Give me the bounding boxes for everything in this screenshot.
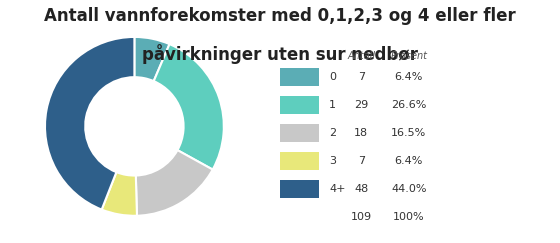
Text: 3: 3 [329,156,336,166]
Text: 29: 29 [354,100,368,110]
Text: 2: 2 [329,128,337,138]
Text: Prosent: Prosent [390,51,427,61]
Text: 6.4%: 6.4% [395,72,423,82]
Text: 16.5%: 16.5% [391,128,426,138]
Text: 6.4%: 6.4% [395,156,423,166]
Text: Antall vannforekomster med 0,1,2,3 og 4 eller fler: Antall vannforekomster med 0,1,2,3 og 4 … [44,7,516,25]
Wedge shape [134,37,170,81]
Text: 7: 7 [358,156,365,166]
Text: 7: 7 [358,72,365,82]
Text: 4+: 4+ [329,184,346,194]
Wedge shape [153,44,224,170]
Wedge shape [102,172,137,216]
Text: 109: 109 [351,212,372,222]
Wedge shape [45,37,134,209]
Wedge shape [136,150,213,216]
Text: 44.0%: 44.0% [391,184,427,194]
Text: 18: 18 [354,128,368,138]
Text: påvirkninger uten sur nedbør: påvirkninger uten sur nedbør [142,44,418,64]
Text: 26.6%: 26.6% [391,100,427,110]
Text: 48: 48 [354,184,368,194]
Text: 0: 0 [329,72,336,82]
Text: 1: 1 [329,100,336,110]
Text: 100%: 100% [393,212,424,222]
Text: Antall: Antall [347,51,375,61]
